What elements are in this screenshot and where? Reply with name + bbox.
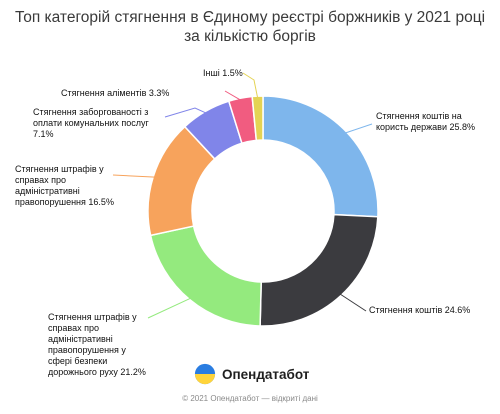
donut-slice-2[interactable] bbox=[149, 225, 262, 327]
donut-slice-6[interactable] bbox=[251, 95, 264, 142]
brand-name: Опендатабот bbox=[222, 366, 310, 382]
connector-line-1 bbox=[339, 293, 367, 312]
label-slice-6: Інші 1.5% bbox=[203, 68, 243, 78]
label-slice-4: Стягнення заборгованості з оплати комуна… bbox=[33, 107, 149, 139]
footer-copyright: © 2021 Опендатабот — відкриті дані bbox=[182, 394, 318, 403]
chart-title: Топ категорій стягнення в Єдиному реєстр… bbox=[14, 9, 486, 45]
label-slice-2: Стягнення штрафів у справах про адмініст… bbox=[48, 312, 146, 377]
donut-slice-0[interactable] bbox=[262, 95, 379, 218]
label-slice-3: Стягнення штрафів у справах про адмініст… bbox=[15, 164, 114, 207]
connector-line-3 bbox=[112, 174, 156, 178]
connector-line-2 bbox=[147, 297, 192, 319]
opendatabot-logo-icon bbox=[194, 363, 216, 385]
brand: Опендатабот bbox=[194, 362, 309, 386]
connector-line-6 bbox=[242, 72, 259, 99]
label-slice-5: Стягнення аліментів 3.3% bbox=[61, 88, 170, 98]
donut-slice-1[interactable] bbox=[259, 213, 379, 327]
label-slice-1: Стягнення коштів 24.6% bbox=[369, 305, 471, 315]
connector-line-4 bbox=[164, 107, 207, 118]
connector-line-0 bbox=[344, 123, 373, 134]
connector-line-5 bbox=[224, 90, 242, 101]
label-slice-0: Стягнення коштів на користь держави 25.8… bbox=[376, 111, 476, 132]
